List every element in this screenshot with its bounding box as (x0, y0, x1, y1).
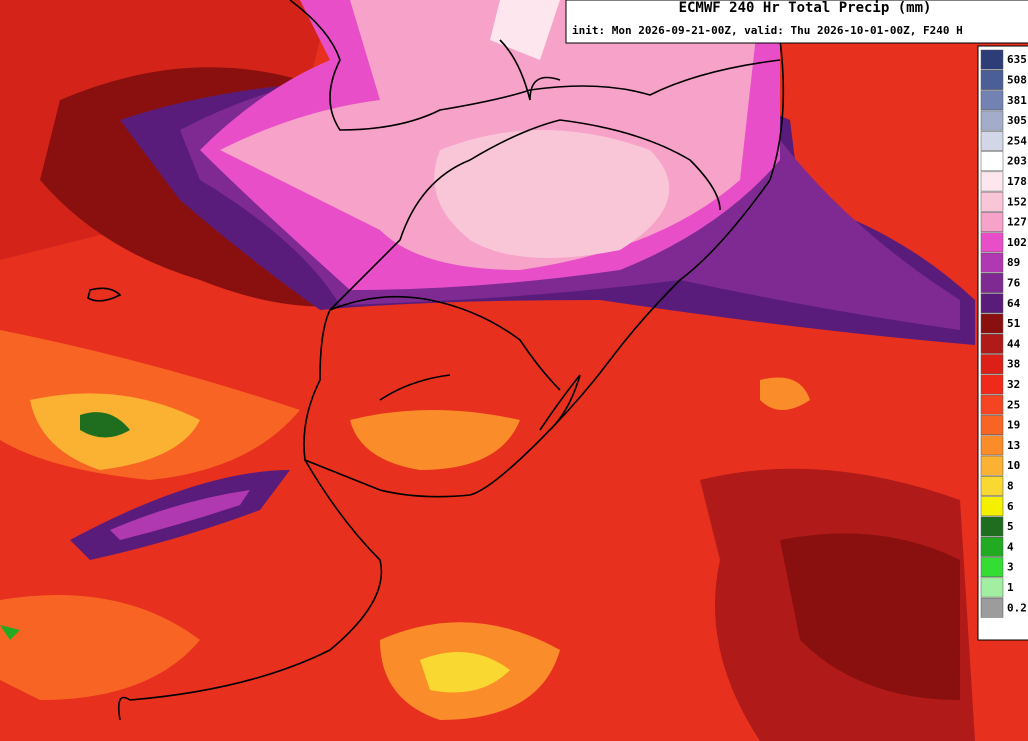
legend-label: 152 (1007, 195, 1027, 208)
legend-swatch (980, 191, 1004, 212)
legend-swatch (980, 374, 1004, 395)
legend-label: 25 (1007, 398, 1020, 411)
legend-swatch (980, 415, 1004, 435)
legend-swatch (980, 273, 1004, 293)
legend-label: 13 (1007, 439, 1020, 452)
legend-swatch (980, 435, 1004, 456)
legend-swatch (980, 313, 1004, 334)
legend-label: 178 (1007, 175, 1027, 188)
legend-swatch (980, 110, 1004, 131)
legend-swatch (980, 252, 1004, 273)
legend-swatch (980, 455, 1004, 476)
legend-label: 381 (1007, 94, 1027, 107)
legend-swatch (980, 333, 1004, 354)
legend-label: 51 (1007, 317, 1021, 330)
legend-swatch (980, 49, 1004, 70)
legend-swatch (980, 577, 1004, 598)
legend: 6355083813052542031781521271028976645144… (977, 45, 1028, 641)
legend-label: 3 (1007, 561, 1014, 574)
legend-label: 8 (1007, 479, 1014, 492)
map-subtitle: init: Mon 2026-09-21-00Z, valid: Thu 202… (572, 24, 963, 37)
boundaries (87, 0, 785, 721)
legend-label: 127 (1007, 216, 1027, 229)
legend-label: 102 (1007, 236, 1027, 249)
legend-label: 635 (1007, 53, 1027, 66)
legend-swatch (980, 212, 1004, 232)
legend-swatch (980, 70, 1004, 90)
legend-label: 0.2 (1007, 601, 1027, 614)
legend-label: 5 (1007, 520, 1014, 533)
legend-label: 4 (1007, 540, 1014, 553)
legend-swatch (980, 536, 1004, 557)
legend-swatch (980, 496, 1004, 517)
legend-swatch (980, 232, 1004, 253)
legend-label: 508 (1007, 73, 1027, 86)
legend-swatch (980, 516, 1004, 537)
legend-swatch (980, 171, 1004, 192)
legend-label: 32 (1007, 378, 1020, 391)
legend-label: 1 (1007, 581, 1014, 594)
legend-label: 44 (1007, 337, 1021, 350)
legend-swatch (980, 151, 1004, 172)
legend-swatch (980, 394, 1004, 415)
legend-label: 38 (1007, 358, 1020, 371)
legend-label: 305 (1007, 114, 1027, 127)
legend-swatch (980, 130, 1004, 151)
legend-label: 76 (1007, 276, 1021, 289)
legend-label: 64 (1007, 297, 1021, 310)
legend-swatch (980, 597, 1004, 618)
title-box: ECMWF 240 Hr Total Precip (mm) init: Mon… (565, 0, 1028, 44)
legend-swatch (980, 90, 1004, 111)
legend-label: 89 (1007, 256, 1020, 269)
map-title: ECMWF 240 Hr Total Precip (mm) (679, 0, 932, 16)
legend-label: 6 (1007, 500, 1014, 513)
legend-swatch (980, 557, 1004, 578)
legend-label: 254 (1007, 134, 1027, 147)
legend-swatch (980, 354, 1004, 375)
legend-label: 203 (1007, 155, 1027, 168)
legend-label: 10 (1007, 459, 1020, 472)
legend-swatch (980, 476, 1004, 496)
legend-label: 19 (1007, 419, 1020, 432)
legend-swatch (980, 293, 1004, 314)
